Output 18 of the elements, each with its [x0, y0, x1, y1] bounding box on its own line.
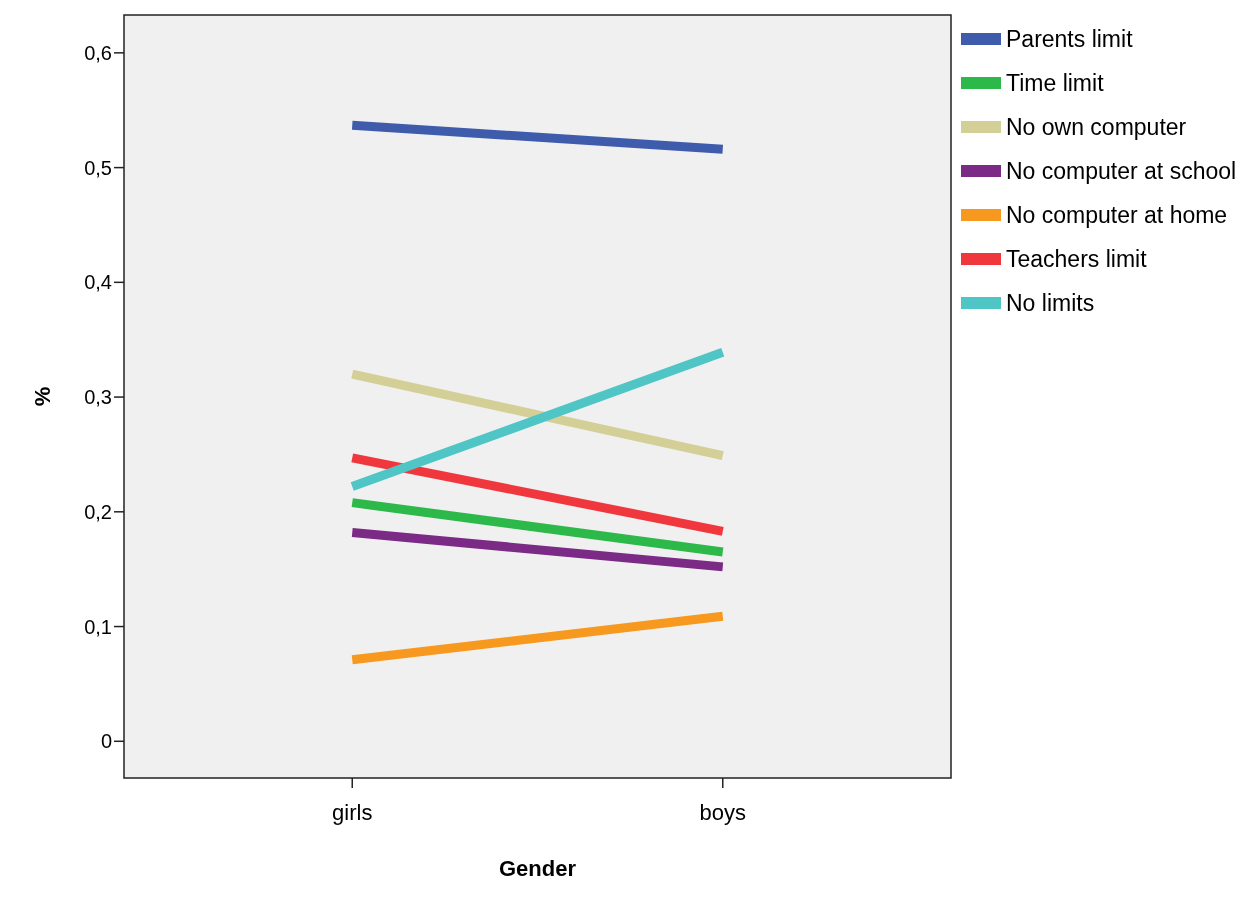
y-tick-label: 0,3 [84, 386, 112, 409]
y-tick-label: 0,2 [84, 500, 112, 523]
legend-label: No computer at school [1006, 158, 1237, 185]
legend-label: Teachers limit [1006, 246, 1148, 273]
y-tick-label: 0,1 [84, 615, 112, 638]
legend-label: Parents limit [1006, 26, 1134, 53]
y-tick-label: 0 [100, 730, 112, 753]
x-tick-label: boys [699, 800, 746, 825]
y-tick-label: 0,5 [84, 156, 112, 179]
legend-label: Time limit [1006, 70, 1105, 97]
legend-label: No computer at home [1006, 202, 1228, 229]
y-tick-label: 0,6 [84, 41, 112, 64]
y-tick-label: 0,4 [84, 271, 112, 294]
legend-label: No limits [1006, 290, 1095, 317]
x-axis-title: Gender [498, 856, 577, 881]
legend-label: No own computer [1006, 114, 1187, 141]
x-tick-label: girls [332, 800, 373, 825]
y-axis-title: % [30, 386, 55, 407]
